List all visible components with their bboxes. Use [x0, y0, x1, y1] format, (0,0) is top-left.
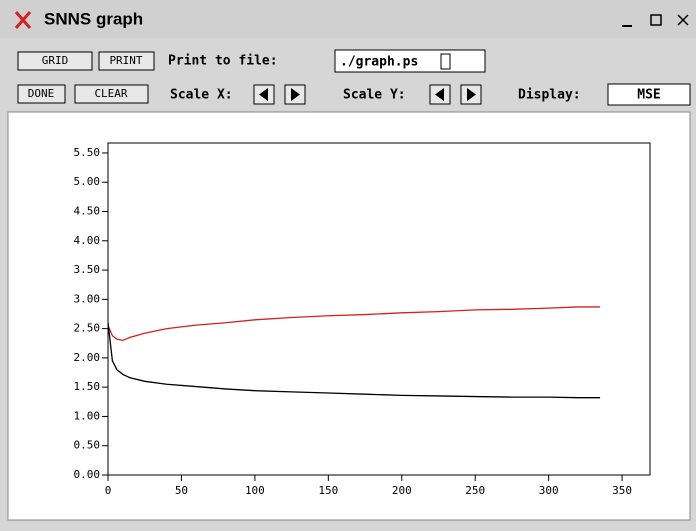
- y-tick-label: 4.00: [74, 234, 101, 247]
- x-tick-label: 150: [318, 484, 338, 497]
- y-tick-label: 1.50: [74, 380, 101, 393]
- display-field-text: MSE: [637, 88, 660, 103]
- x-tick-label: 0: [105, 484, 112, 497]
- scale-y-right[interactable]: [460, 84, 482, 105]
- data-line: [107, 306, 601, 342]
- file-field-text: ./graph.ps: [340, 55, 418, 70]
- close-button[interactable]: [677, 14, 689, 26]
- y-tick-label: 2.50: [74, 322, 101, 335]
- scale-x-label: Scale X:: [170, 88, 233, 103]
- x-tick-label: 250: [465, 484, 485, 497]
- y-tick-label: 5.50: [74, 146, 101, 159]
- y-tick-label: 5.00: [74, 175, 101, 188]
- scale-y-label: Scale Y:: [343, 88, 406, 103]
- title-bar: [0, 0, 696, 38]
- print-button[interactable]: PRINT: [98, 51, 155, 71]
- print-label: Print to file:: [168, 54, 278, 69]
- print-button-label: PRINT: [109, 54, 142, 67]
- scale-y-left[interactable]: [429, 84, 451, 105]
- maximize-button[interactable]: [650, 14, 662, 26]
- x-tick-label: 350: [612, 484, 632, 497]
- done-button[interactable]: DONE: [17, 84, 66, 104]
- clear-button[interactable]: CLEAR: [74, 84, 149, 104]
- window-title: SNNS graph: [44, 9, 143, 28]
- data-line: [107, 322, 601, 399]
- app-icon: [14, 11, 32, 29]
- y-tick-label: 3.00: [74, 292, 101, 305]
- display-label: Display:: [518, 88, 581, 103]
- x-tick-label: 300: [539, 484, 559, 497]
- graph-panel: [7, 111, 691, 521]
- y-tick-label: 0.50: [74, 439, 101, 452]
- y-tick-label: 1.00: [74, 409, 101, 422]
- clear-button-label: CLEAR: [94, 87, 127, 100]
- grid-button[interactable]: GRID: [17, 51, 93, 71]
- plot-frame: [107, 142, 651, 476]
- y-tick-label: 0.00: [74, 468, 101, 481]
- x-tick-label: 50: [175, 484, 188, 497]
- x-tick-label: 200: [392, 484, 412, 497]
- y-tick-label: 4.50: [74, 205, 101, 218]
- scale-x-left[interactable]: [253, 84, 275, 105]
- scale-x-right[interactable]: [284, 84, 306, 105]
- y-tick-label: 3.50: [74, 263, 101, 276]
- text-cursor: [440, 53, 451, 70]
- y-tick-label: 2.00: [74, 351, 101, 364]
- grid-button-label: GRID: [42, 54, 69, 67]
- done-button-label: DONE: [28, 87, 55, 100]
- x-tick-label: 100: [245, 484, 265, 497]
- display-field[interactable]: MSE: [607, 83, 691, 106]
- file-field[interactable]: ./graph.ps: [334, 49, 486, 73]
